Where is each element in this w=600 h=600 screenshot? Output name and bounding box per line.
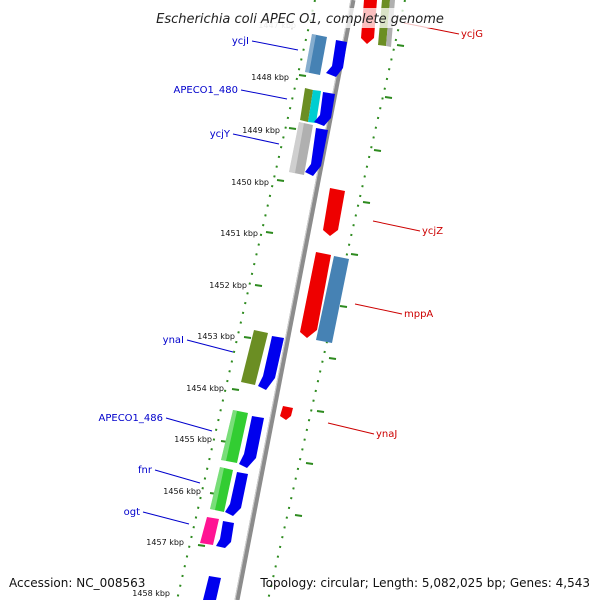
gene-label-reverse[interactable]: ycjZ bbox=[422, 226, 443, 237]
major-ticks-forward bbox=[197, 74, 307, 547]
forward-arrow[interactable] bbox=[239, 416, 264, 468]
gene-label-reverse[interactable]: ynaJ bbox=[376, 429, 397, 440]
accession-text: Accession: NC_008563 bbox=[9, 576, 145, 590]
kbp-label: 1453 kbp bbox=[197, 332, 235, 341]
forward-arrow[interactable] bbox=[305, 128, 328, 176]
kbp-label: 1452 kbp bbox=[209, 281, 247, 290]
genome-summary-text: Topology: circular; Length: 5,082,025 bp… bbox=[259, 576, 590, 590]
major-ticks-reverse bbox=[294, 44, 405, 517]
gene-ycjY[interactable] bbox=[289, 122, 313, 175]
gene-label-forward[interactable]: fnr bbox=[138, 465, 153, 476]
gene-mppA[interactable] bbox=[300, 252, 349, 343]
gene-label-forward[interactable]: APECO1_480 bbox=[174, 85, 239, 96]
gene-fnr[interactable] bbox=[210, 467, 233, 512]
kbp-label: 1457 kbp bbox=[146, 538, 184, 547]
gene-label-forward[interactable]: ynaI bbox=[163, 335, 184, 346]
kbp-label: 1456 kbp bbox=[163, 487, 201, 496]
gene-ynaJ[interactable] bbox=[280, 406, 293, 420]
gene-ycjI[interactable] bbox=[305, 34, 327, 75]
kbp-label: 1449 kbp bbox=[242, 126, 280, 135]
forward-arrow[interactable] bbox=[216, 521, 234, 548]
gene-label-forward[interactable]: ogt bbox=[124, 507, 140, 518]
kbp-label: 1448 kbp bbox=[251, 73, 289, 82]
gene-label-reverse[interactable]: mppA bbox=[404, 309, 433, 320]
callout-lines-forward bbox=[142, 40, 299, 525]
gene-bar[interactable] bbox=[305, 34, 327, 75]
kbp-label: 1451 kbp bbox=[220, 229, 258, 238]
gene-label-forward[interactable]: ycjI bbox=[232, 36, 249, 47]
gene-ogt[interactable] bbox=[200, 517, 219, 545]
title-backdrop bbox=[145, 8, 455, 28]
gene-ynaI[interactable] bbox=[241, 330, 268, 385]
forward-arrow[interactable] bbox=[314, 92, 335, 126]
forward-arrow[interactable] bbox=[326, 40, 347, 77]
kbp-label: 1450 kbp bbox=[231, 178, 269, 187]
gene-bar-shade bbox=[305, 34, 316, 73]
forward-arrow[interactable] bbox=[203, 576, 221, 600]
kbp-label: 1455 kbp bbox=[174, 435, 212, 444]
kbp-label: 1454 kbp bbox=[186, 384, 224, 393]
kbp-label: 1458 kbp bbox=[132, 589, 170, 598]
gene-ycjZ[interactable] bbox=[323, 188, 345, 236]
map-title: Escherichia coli APEC O1, complete genom… bbox=[156, 12, 444, 27]
forward-arrow[interactable] bbox=[258, 336, 284, 390]
forward-arrow[interactable] bbox=[225, 472, 248, 516]
gene-APECO1_486[interactable] bbox=[221, 410, 248, 463]
gene-APECO1_480[interactable] bbox=[300, 88, 321, 123]
gene-label-forward[interactable]: APECO1_486 bbox=[99, 413, 164, 424]
gene-label-reverse[interactable]: ycjG bbox=[461, 29, 483, 40]
gene-label-forward[interactable]: ycjY bbox=[210, 129, 231, 140]
